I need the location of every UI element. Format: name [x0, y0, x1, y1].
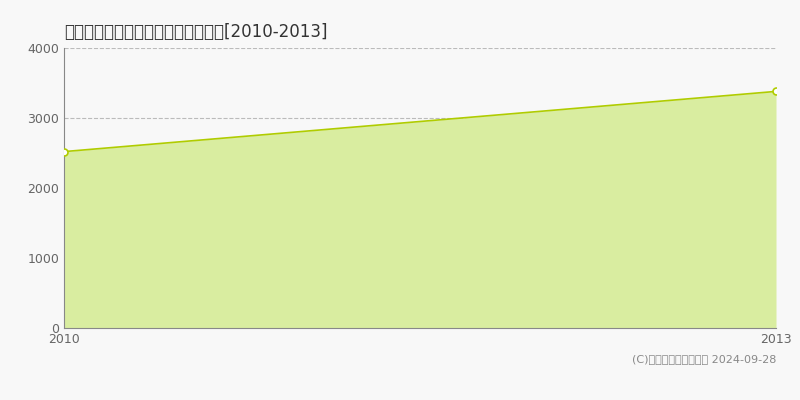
Text: 東蜒原郡阿賀町鹿瀬　林地価格推移[2010-2013]: 東蜒原郡阿賀町鹿瀬 林地価格推移[2010-2013] — [64, 23, 327, 41]
Text: (C)土地価格ドットコム 2024-09-28: (C)土地価格ドットコム 2024-09-28 — [632, 354, 776, 364]
